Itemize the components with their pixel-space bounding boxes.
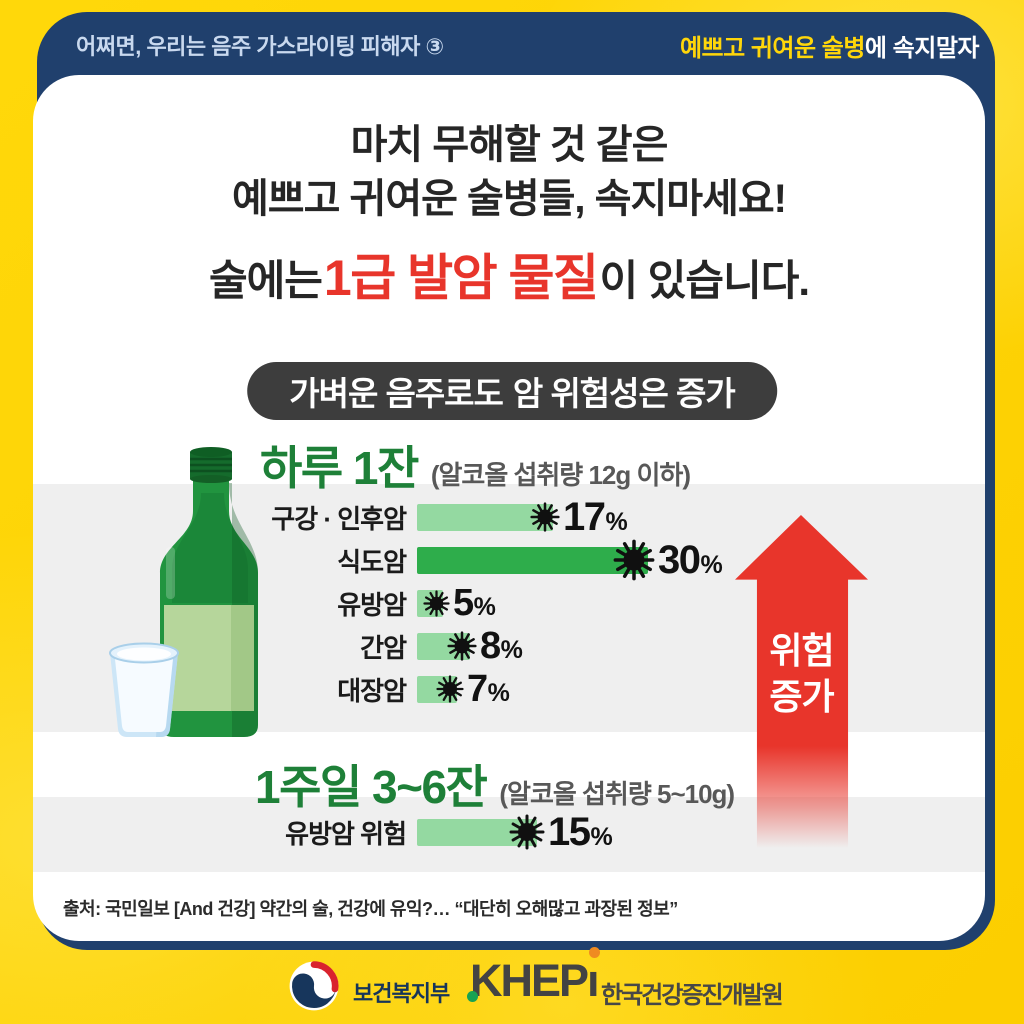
ministry-name: 보건복지부 xyxy=(353,981,450,1006)
section2-caption: (알코올 섭취량 5~10g) xyxy=(499,779,735,809)
bar-esophageal xyxy=(417,546,648,574)
badge-text-bold: 암 위험성은 증가 xyxy=(512,375,736,412)
title-line-3: 술에는 1급 발암 물질 이 있습니다. xyxy=(33,238,985,310)
khepi-logo-text: KHEP xyxy=(470,955,589,1006)
header-episode-rest: 에 속지말자 xyxy=(864,35,980,62)
title-line-1: 마치 무해할 것 같은 xyxy=(350,123,669,167)
soju-bottle-illustration xyxy=(109,447,258,737)
header-episode-title: 예쁘고 귀여운 술병에 속지말자 xyxy=(679,28,980,63)
section2-heading-text: 1주일 3~6잔 xyxy=(255,761,488,813)
bar-value: 8% xyxy=(480,624,523,667)
khepi-green-dot-icon xyxy=(467,991,478,1002)
risk-increase-arrow-icon: 위험 증가 xyxy=(735,515,868,855)
bar-label: 대장암 xyxy=(337,675,407,706)
bar-row-esophageal-cancer: 식도암 30% xyxy=(150,538,723,582)
title-carcinogen-highlight: 1급 발암 물질 xyxy=(323,250,599,306)
bar-value: 15% xyxy=(548,809,613,854)
header-series-title: 어쩌면, 우리는 음주 가스라이팅 피해자 ③ xyxy=(76,34,444,59)
bar-value: 7% xyxy=(467,667,510,710)
title-line-2: 예쁘고 귀여운 술병들, 속지마세요! xyxy=(232,177,787,221)
bar-value: 17% xyxy=(563,494,628,539)
title-line-3-prefix: 술에는 xyxy=(208,257,323,304)
virus-icon xyxy=(613,539,655,581)
bar-oral-throat xyxy=(417,503,553,531)
section1-caption: (알코올 섭취량 12g 이하) xyxy=(430,460,691,490)
bar-row-liver-cancer: 간암 8% xyxy=(150,625,523,667)
virus-icon xyxy=(436,675,464,703)
soju-glass xyxy=(109,642,179,737)
bar-row-colorectal-cancer: 대장암 7% xyxy=(150,668,510,710)
bar-label: 유방암 xyxy=(337,589,407,620)
bar-row-breast-cancer-risk: 유방암 위험 15% xyxy=(150,810,613,854)
taegeuk-ministry-logo xyxy=(289,961,339,1011)
risk-increase-label: 위험 증가 xyxy=(769,630,834,718)
virus-icon xyxy=(447,631,477,661)
bar-label: 간암 xyxy=(360,632,407,663)
khepi-logo: KHEP ı xyxy=(467,947,601,1006)
khepi-logo-i: ı xyxy=(587,947,601,1003)
bar-row-oral-throat-cancer: 구강 · 인후암 17% xyxy=(150,495,627,539)
title-line-3-suffix: 이 있습니다. xyxy=(599,257,810,304)
header-episode-highlight: 예쁘고 귀여운 술병 xyxy=(679,35,865,62)
bottle-neck-shade xyxy=(172,493,248,603)
bar-label: 유방암 위험 xyxy=(285,818,407,849)
bar-label: 식도암 xyxy=(337,546,407,577)
bar-value: 5% xyxy=(453,581,496,624)
bar-row-breast-cancer: 유방암 5% xyxy=(150,582,496,624)
institute-name: 한국건강증진개발원 xyxy=(601,982,784,1009)
virus-icon xyxy=(509,814,545,850)
virus-icon xyxy=(530,502,560,532)
risk-badge: 가벼운 음주로도 암 위험성은 증가 xyxy=(247,362,777,420)
source-citation: 출처: 국민일보 [And 건강] 약간의 술, 건강에 유익?… “대단히 오… xyxy=(63,899,678,919)
bar-label: 구강 · 인후암 xyxy=(271,503,407,534)
khepi-orange-dot-icon xyxy=(589,947,601,958)
virus-icon xyxy=(423,590,450,617)
section1-heading-text: 하루 1잔 xyxy=(260,442,419,494)
badge-text-normal: 가벼운 음주로도 xyxy=(289,375,504,412)
bar-value: 30% xyxy=(658,537,723,582)
section1-heading: 하루 1잔 (알코올 섭취량 12g 이하) xyxy=(260,432,691,498)
section2-heading: 1주일 3~6잔 (알코올 섭취량 5~10g) xyxy=(255,751,735,817)
